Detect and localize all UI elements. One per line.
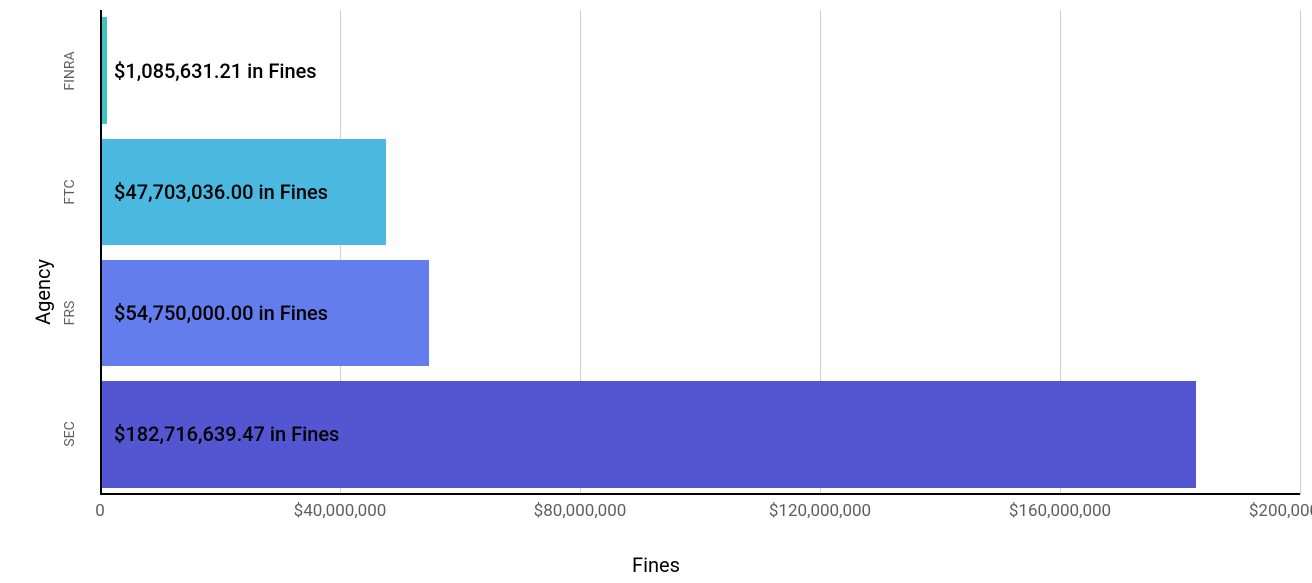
x-axis-line	[100, 493, 1300, 495]
bar-row: FINRA$1,085,631.21 in Fines	[100, 17, 1300, 124]
plot-area: 0$40,000,000$80,000,000$120,000,000$160,…	[100, 10, 1300, 523]
x-axis-title: Fines	[632, 553, 680, 577]
y-category-label: FINRA	[62, 41, 78, 101]
x-tick-label: $40,000,000	[294, 501, 387, 521]
y-axis-title: Agency	[31, 259, 55, 325]
x-tick-label: $80,000,000	[534, 501, 627, 521]
bar	[100, 139, 386, 246]
x-tick-label: $200,000,000	[1249, 501, 1312, 521]
y-category-label: SEC	[62, 404, 78, 464]
bar-value-label: $1,085,631.21 in Fines	[114, 59, 317, 83]
bars-container: FINRA$1,085,631.21 in Fines FTC$47,703,03…	[100, 10, 1300, 495]
y-category-label: FRS	[62, 283, 78, 343]
bar-row: FRS$54,750,000.00 in Fines	[100, 260, 1300, 367]
y-category-label: FTC	[62, 162, 78, 222]
bar-row: FTC$47,703,036.00 in Fines	[100, 139, 1300, 246]
x-tick-label: 0	[95, 501, 105, 521]
bar	[100, 260, 429, 367]
bar-row: SEC$182,716,639.47 in Fines	[100, 381, 1300, 488]
bar	[100, 381, 1196, 488]
gridline	[1300, 10, 1301, 495]
x-tick-label: $120,000,000	[769, 501, 871, 521]
fines-by-agency-chart: Agency Fines 0 $40,000,000 $80,000,000 $120…	[0, 0, 1312, 583]
y-axis-line	[100, 10, 102, 495]
x-tick-label: $160,000,000	[1009, 501, 1111, 521]
